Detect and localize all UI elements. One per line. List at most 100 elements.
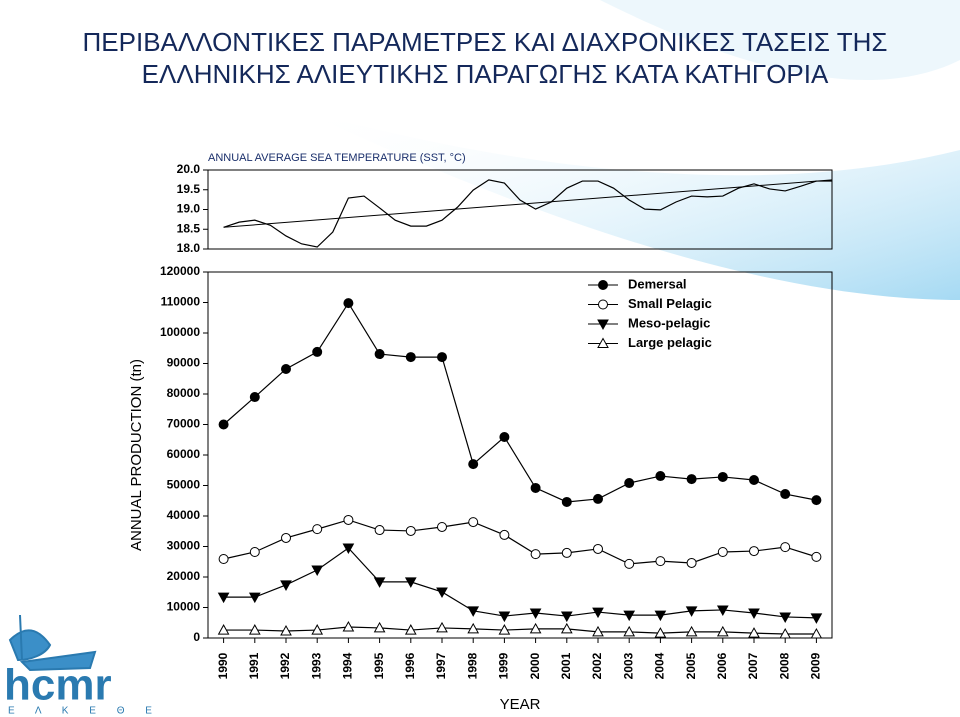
data-point [561,496,572,507]
data-point [529,622,542,634]
y-tick-label: 20.0 [177,162,201,176]
x-tick-label: 2004 [653,652,667,679]
data-point [530,482,541,493]
x-tick-label: 2003 [621,652,635,679]
y-tick-label: 90000 [167,356,201,370]
data-point [749,475,759,486]
data-point [560,611,573,623]
data-point [437,352,447,363]
data-point [810,613,823,624]
data-point [404,624,417,635]
data-point [655,471,666,482]
data-point [529,608,542,620]
y-tick-label: 0 [193,630,200,644]
data-point [592,607,604,619]
data-point [498,611,511,623]
plot-frame [207,271,833,639]
data-point [218,419,229,430]
x-tick-label: 2001 [559,652,573,679]
data-point [717,471,728,482]
x-tick-label: 1993 [309,652,323,679]
data-point [281,363,291,374]
data-point [686,557,697,568]
data-point [343,514,354,525]
y-tick-label: 18.0 [177,241,201,255]
data-point [374,349,385,360]
data-point [436,587,448,598]
data-point [560,622,573,634]
series-line [223,519,817,565]
data-point [499,529,510,540]
data-point [404,577,417,588]
trend-line [223,179,833,228]
x-tick-label: 1990 [216,652,230,679]
legend-marker [597,319,609,331]
y-tick-label: 110000 [161,295,201,309]
logo-text: hcmr [4,661,112,710]
data-point [810,628,823,639]
legend-marker [597,337,609,348]
x-tick-label: 1997 [434,652,448,679]
legend-label: Large pelagic [628,335,712,350]
x-tick-label: 2009 [809,652,823,679]
x-axis-title: YEAR [500,696,541,713]
data-point [530,549,541,560]
x-tick-label: 2000 [528,652,542,679]
y-tick-label: 80000 [167,386,201,400]
x-tick-label: 1994 [341,652,355,679]
data-point [217,624,230,635]
background-swoosh [600,0,960,80]
data-point [624,558,635,569]
logo-ship [8,614,97,672]
data-point [311,565,324,577]
data-point [468,517,479,528]
y-tick-label: 18.5 [177,221,201,235]
data-point [405,525,416,536]
data-point [374,525,385,536]
data-point [249,392,260,403]
logo-subtitle: Ε Λ Κ Ε Θ Ε [8,706,161,717]
data-point [654,627,667,638]
legend-label: Meso-pelagic [628,315,710,330]
data-point [217,592,230,604]
data-point [312,346,323,357]
data-point [593,543,603,554]
data-point [342,620,355,632]
data-point [716,605,729,616]
data-point [779,612,792,623]
x-tick-label: 2008 [777,652,791,679]
data-point [280,624,292,636]
y-tick-label: 70000 [167,417,201,431]
data-point [748,608,760,620]
x-tick-label: 1999 [497,652,511,679]
data-point [686,474,697,485]
data-point [343,298,354,309]
slide-title: ΕΛΛΗΝΙΚΗΣ ΑΛΙΕΥΤΙΚΗΣ ΠΑΡΑΓΩΓΗΣ ΚΑΤΑ ΚΑΤΗ… [142,59,829,89]
data-point [312,524,323,535]
data-point [593,493,603,504]
data-point [280,580,292,591]
x-tick-label: 2005 [684,652,698,679]
logo: hcmr Ε Λ Κ Ε Θ Ε [4,614,161,717]
series-line [223,301,817,503]
x-tick-label: 2007 [746,652,760,679]
legend-label: Demersal [628,276,687,291]
y-axis-title: ANNUAL PRODUCTION (tn) [128,359,145,551]
x-tick-label: 1995 [372,652,386,679]
sst-line [223,179,832,248]
data-point [811,495,822,506]
data-point [592,625,604,637]
data-point [311,624,324,635]
data-point [624,478,635,489]
background-swoosh [300,110,960,300]
y-tick-label: 19.0 [177,202,201,216]
data-point [780,489,791,500]
data-point [623,610,636,622]
data-point [437,521,447,532]
slide-title: ΠΕΡΙΒΑΛΛΟΝΤΙΚΕΣ ΠΑΡΑΜΕΤΡΕΣ ΚΑΙ ΔΙΑΧΡΟΝΙΚ… [83,27,888,57]
data-point [468,459,479,470]
y-tick-label: 50000 [167,478,201,492]
data-point [811,551,822,562]
